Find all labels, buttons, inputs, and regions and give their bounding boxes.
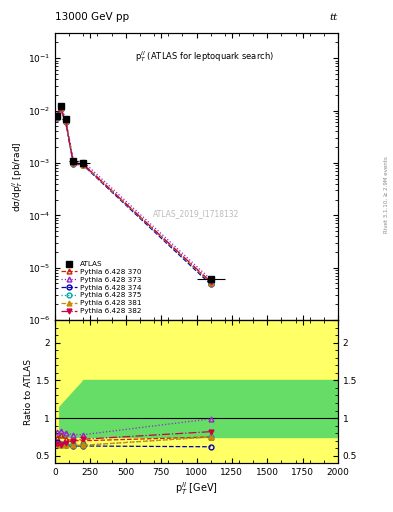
Line: Pythia 6.428 381: Pythia 6.428 381 — [55, 106, 213, 285]
Pythia 6.428 382 — [63, 118, 68, 124]
Pythia 6.428 375 — [58, 105, 63, 112]
Pythia 6.428 375 — [71, 160, 76, 166]
Pythia 6.428 375 — [63, 118, 68, 124]
Pythia 6.428 373 — [81, 159, 86, 165]
Pythia 6.428 370 — [208, 280, 213, 286]
Pythia 6.428 373 — [63, 116, 68, 122]
Pythia 6.428 381 — [81, 161, 86, 167]
Text: ATLAS_2019_I1718132: ATLAS_2019_I1718132 — [153, 209, 240, 219]
Line: Pythia 6.428 375: Pythia 6.428 375 — [55, 106, 213, 285]
Pythia 6.428 382 — [58, 105, 63, 112]
Text: 13000 GeV pp: 13000 GeV pp — [55, 11, 129, 22]
Pythia 6.428 375 — [81, 161, 86, 167]
Pythia 6.428 370 — [81, 161, 86, 167]
Pythia 6.428 373 — [55, 111, 59, 117]
Y-axis label: Ratio to ATLAS: Ratio to ATLAS — [24, 359, 33, 424]
Pythia 6.428 381 — [71, 160, 76, 166]
Text: p$_T^{ll}$ (ATLAS for leptoquark search): p$_T^{ll}$ (ATLAS for leptoquark search) — [136, 49, 274, 64]
Pythia 6.428 374 — [81, 162, 86, 168]
Line: Pythia 6.428 374: Pythia 6.428 374 — [55, 107, 213, 287]
Pythia 6.428 381 — [63, 118, 68, 124]
Line: Pythia 6.428 382: Pythia 6.428 382 — [55, 106, 213, 284]
Pythia 6.428 373 — [71, 158, 76, 164]
Pythia 6.428 375 — [55, 114, 59, 120]
Text: Rivet 3.1.10, ≥ 2.9M events: Rivet 3.1.10, ≥ 2.9M events — [384, 156, 388, 233]
X-axis label: p$_T^{ll}$ [GeV]: p$_T^{ll}$ [GeV] — [175, 480, 218, 497]
Pythia 6.428 374 — [63, 119, 68, 125]
Pythia 6.428 374 — [55, 115, 59, 121]
Pythia 6.428 382 — [81, 161, 86, 167]
Pythia 6.428 370 — [58, 104, 63, 111]
Pythia 6.428 382 — [71, 160, 76, 166]
Pythia 6.428 381 — [208, 280, 213, 286]
Pythia 6.428 370 — [55, 113, 59, 119]
Pythia 6.428 373 — [208, 276, 213, 282]
Line: Pythia 6.428 370: Pythia 6.428 370 — [55, 105, 213, 285]
Pythia 6.428 382 — [208, 279, 213, 285]
Line: Pythia 6.428 373: Pythia 6.428 373 — [55, 104, 213, 282]
Text: tt: tt — [330, 12, 338, 22]
Pythia 6.428 381 — [58, 105, 63, 112]
Pythia 6.428 374 — [58, 106, 63, 113]
Pythia 6.428 373 — [58, 103, 63, 110]
Pythia 6.428 370 — [63, 117, 68, 123]
Pythia 6.428 370 — [71, 159, 76, 165]
Pythia 6.428 382 — [55, 114, 59, 120]
Y-axis label: dσ/dp$_T^{ll}$ [pb/rad]: dσ/dp$_T^{ll}$ [pb/rad] — [10, 141, 25, 212]
Legend: ATLAS, Pythia 6.428 370, Pythia 6.428 373, Pythia 6.428 374, Pythia 6.428 375, P: ATLAS, Pythia 6.428 370, Pythia 6.428 37… — [59, 259, 143, 316]
Pythia 6.428 375 — [208, 280, 213, 286]
Pythia 6.428 381 — [55, 114, 59, 120]
Pythia 6.428 374 — [208, 281, 213, 287]
Pythia 6.428 374 — [71, 161, 76, 167]
